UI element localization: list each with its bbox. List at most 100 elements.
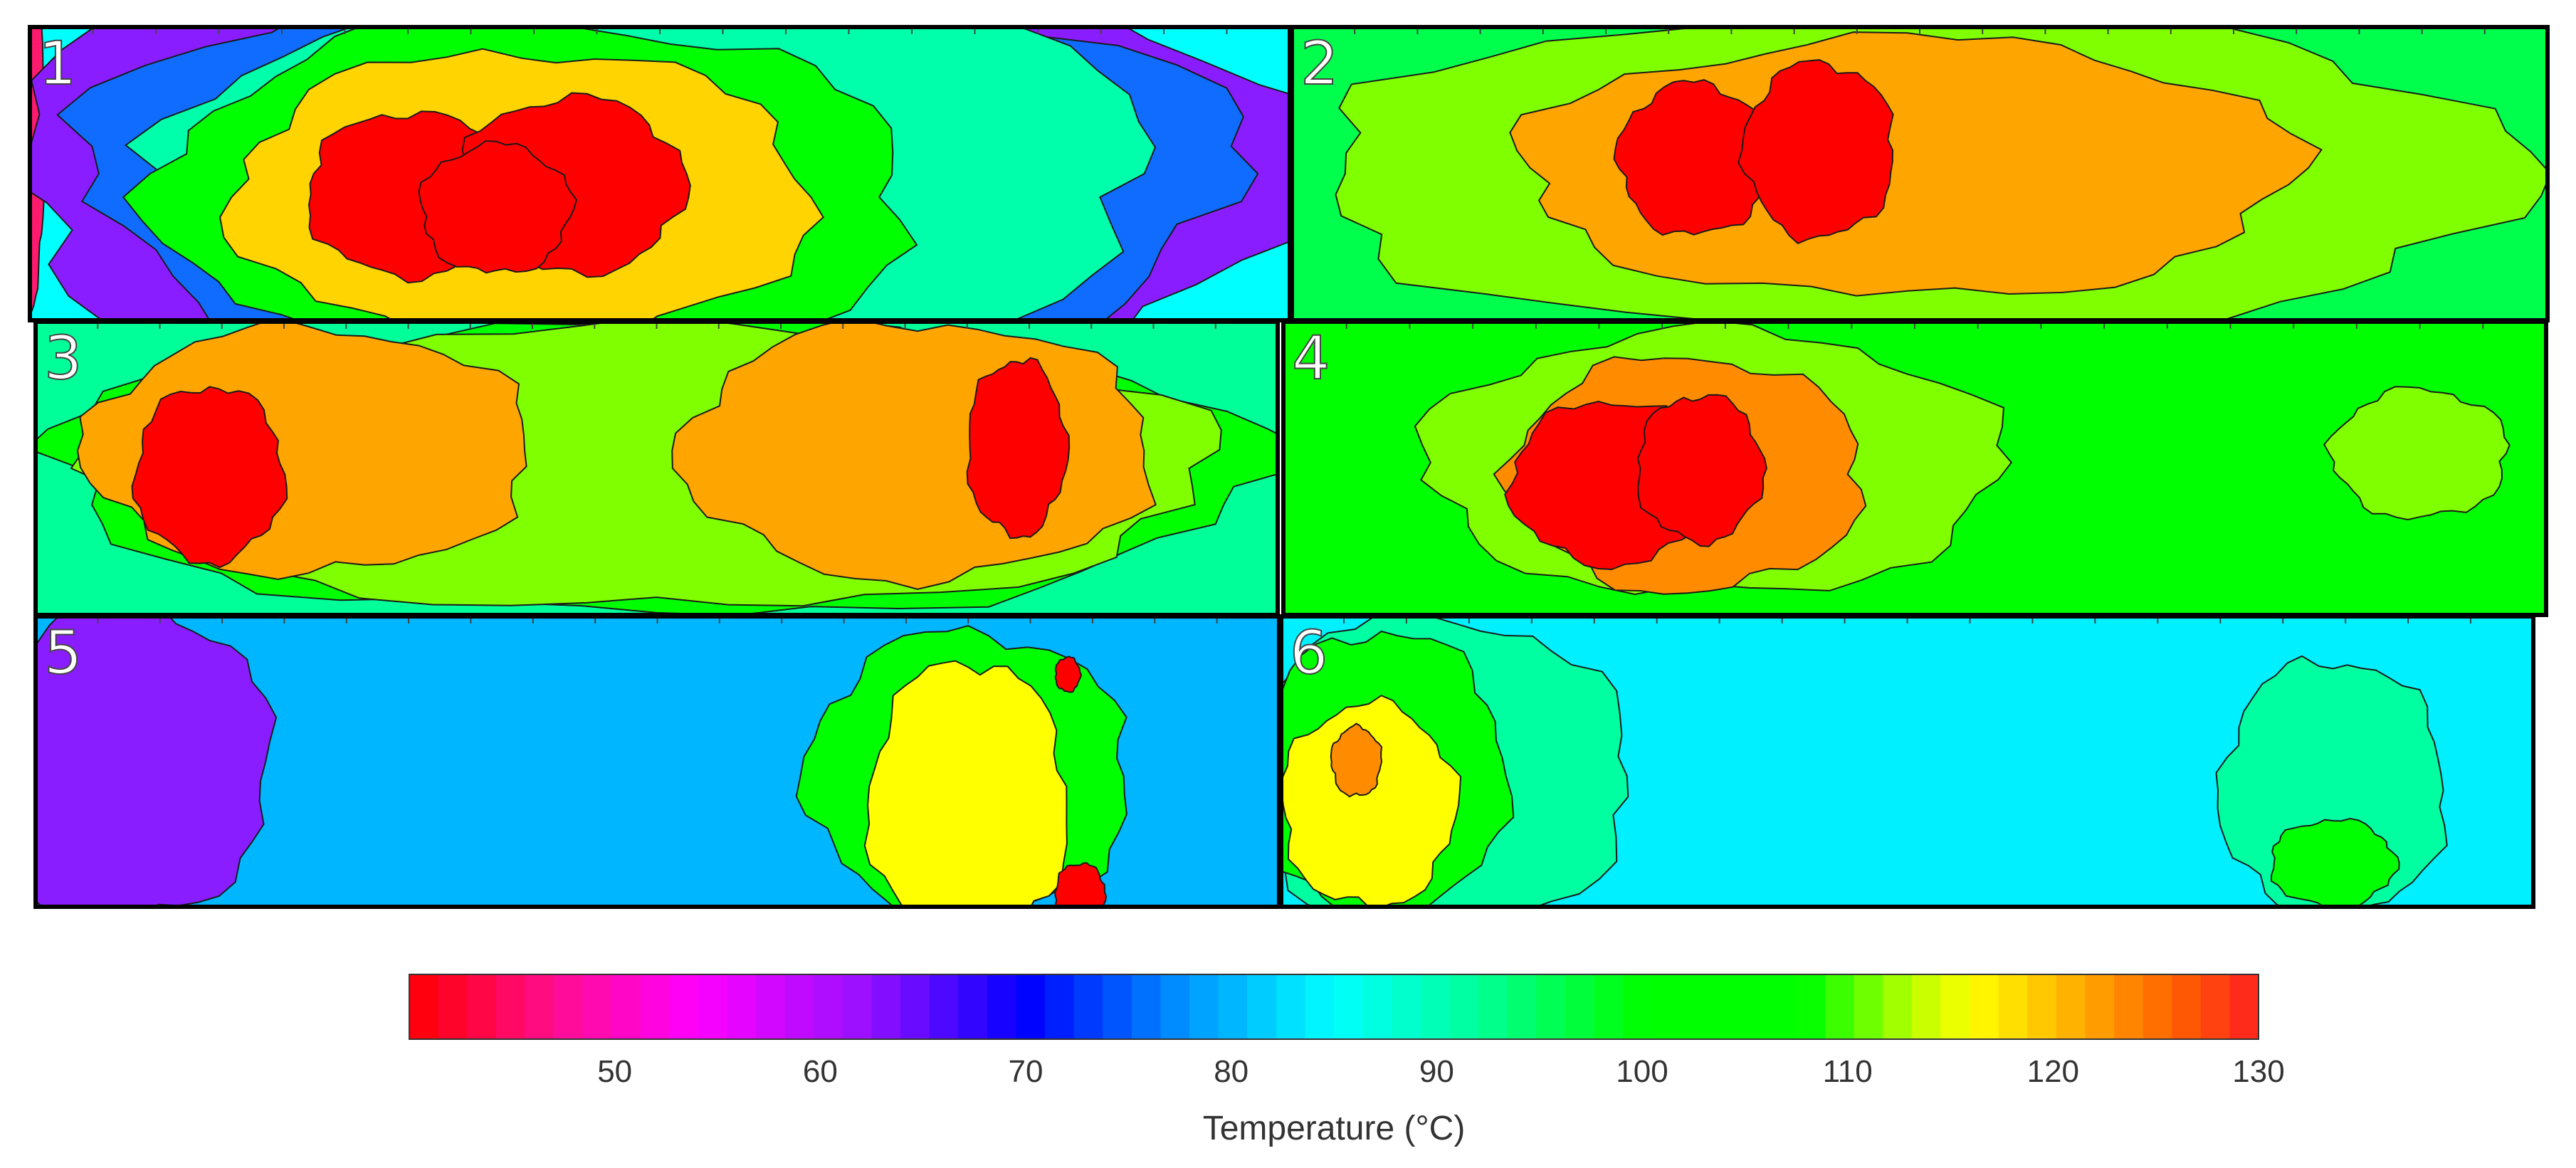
colorbar-segment bbox=[1334, 974, 1364, 1039]
colorbar-segment bbox=[2200, 974, 2231, 1039]
colorbar-segment bbox=[871, 974, 902, 1039]
colorbar-segment bbox=[958, 974, 988, 1039]
colorbar-segment bbox=[2027, 974, 2057, 1039]
colorbar-segment bbox=[727, 974, 757, 1039]
contour-region-90 bbox=[2215, 655, 2448, 907]
colorbar-segment bbox=[1362, 974, 1393, 1039]
colorbar-segment bbox=[814, 974, 843, 1039]
colorbar-segment bbox=[1651, 974, 1682, 1039]
colorbar-segment bbox=[669, 974, 699, 1039]
colorbar-segment bbox=[1854, 974, 1884, 1039]
colorbar-segment bbox=[1681, 974, 1710, 1039]
colorbar-segment bbox=[784, 974, 815, 1039]
contour-panel-1: 1 bbox=[28, 25, 1292, 322]
colorbar-tick-label: 80 bbox=[1214, 1054, 1248, 1089]
panel-label-1: 1 bbox=[38, 28, 76, 98]
contour-region-114 bbox=[863, 660, 1068, 907]
colorbar-segment bbox=[900, 974, 930, 1039]
colorbar-segment bbox=[1016, 974, 1046, 1039]
panel-frame bbox=[1279, 614, 2535, 909]
colorbar-segment bbox=[495, 974, 526, 1039]
colorbar-segment bbox=[553, 974, 584, 1039]
colorbar-tick-label: 60 bbox=[803, 1054, 838, 1089]
contour-panel-4: 4 bbox=[1281, 320, 2548, 617]
colorbar-segment bbox=[582, 974, 613, 1039]
colorbar-segment bbox=[2172, 974, 2202, 1039]
colorbar: 50 60 70 80 90 100 110 120 130 bbox=[409, 974, 2285, 1089]
colorbar-segment bbox=[1536, 974, 1566, 1039]
colorbar-segment bbox=[756, 974, 786, 1039]
colorbar-segment bbox=[409, 974, 439, 1039]
colorbar-tick-label: 130 bbox=[2232, 1054, 2284, 1089]
colorbar-frame bbox=[409, 974, 2259, 1040]
panel-grid: 1 2 3 4 5 6 bbox=[28, 25, 2550, 909]
contour-region-120 bbox=[1330, 722, 1383, 798]
colorbar-tick-label: 100 bbox=[1616, 1054, 1668, 1089]
colorbar-segment bbox=[1709, 974, 1740, 1039]
colorbar-segment bbox=[1392, 974, 1421, 1039]
colorbar-segment bbox=[2229, 974, 2259, 1039]
colorbar-segment bbox=[1160, 974, 1191, 1039]
contour-panel-2: 2 bbox=[1290, 25, 2550, 322]
colorbar-segment bbox=[1911, 974, 1942, 1039]
colorbar-segment bbox=[467, 974, 497, 1039]
panel-label-6: 6 bbox=[1290, 618, 1328, 688]
colorbar-tick-label: 50 bbox=[597, 1054, 632, 1089]
contour-region-128 bbox=[1636, 394, 1767, 547]
colorbar-label: Temperature (°C) bbox=[1203, 1110, 1466, 1147]
contour-region-108 bbox=[2323, 386, 2511, 521]
contour-region-128 bbox=[131, 386, 288, 569]
colorbar-segment bbox=[1276, 974, 1306, 1039]
panel-label-2: 2 bbox=[1300, 28, 1338, 98]
colorbar-segment bbox=[1825, 974, 1855, 1039]
contour-panel-6: 6 bbox=[1279, 614, 2535, 909]
contour-region-100 bbox=[2270, 818, 2400, 907]
colorbar-segment bbox=[1565, 974, 1595, 1039]
colorbar-segment bbox=[1738, 974, 1768, 1039]
colorbar-segment bbox=[1131, 974, 1162, 1039]
colorbar-segment bbox=[1189, 974, 1219, 1039]
contour-region-128 bbox=[1054, 656, 1082, 693]
panel-label-5: 5 bbox=[44, 618, 82, 688]
colorbar-segment bbox=[1767, 974, 1797, 1039]
colorbar-segment bbox=[2085, 974, 2115, 1039]
colorbar-segment bbox=[929, 974, 960, 1039]
colorbar-segment bbox=[1478, 974, 1508, 1039]
colorbar-segment bbox=[1622, 974, 1653, 1039]
colorbar-tick-label: 110 bbox=[1823, 1054, 1873, 1089]
colorbar-segment bbox=[2114, 974, 2144, 1039]
contour-region-128 bbox=[1613, 79, 1774, 236]
colorbar-segment bbox=[987, 974, 1017, 1039]
colorbar-segment bbox=[438, 974, 468, 1039]
colorbar-tick-label: 120 bbox=[2027, 1054, 2079, 1089]
colorbar-segment bbox=[611, 974, 641, 1039]
colorbar-segment bbox=[1940, 974, 1971, 1039]
colorbar-segment bbox=[1305, 974, 1335, 1039]
colorbar-segment bbox=[1045, 974, 1075, 1039]
contour-region-128 bbox=[966, 357, 1071, 540]
colorbar-tick-label: 70 bbox=[1009, 1054, 1043, 1089]
colorbar-segment bbox=[1449, 974, 1479, 1039]
colorbar-segment bbox=[842, 974, 873, 1039]
colorbar-segment bbox=[640, 974, 671, 1039]
colorbar-segment bbox=[2056, 974, 2086, 1039]
contour-panel-3: 3 bbox=[33, 320, 1280, 617]
contour-region-128 bbox=[418, 140, 577, 274]
colorbar-segment bbox=[2143, 974, 2173, 1039]
colorbar-segment bbox=[1247, 974, 1277, 1039]
colorbar-segment bbox=[1594, 974, 1624, 1039]
colorbar-tick-label: 90 bbox=[1419, 1054, 1454, 1089]
panel-label-4: 4 bbox=[1292, 323, 1330, 393]
colorbar-segment bbox=[1998, 974, 2029, 1039]
panel-label-3: 3 bbox=[44, 323, 82, 393]
colorbar-segment bbox=[525, 974, 554, 1039]
colorbar-segment bbox=[1218, 974, 1248, 1039]
contour-region-128 bbox=[1738, 59, 1894, 245]
contour-panel-5: 5 bbox=[33, 614, 1281, 909]
colorbar-segment bbox=[1420, 974, 1451, 1039]
colorbar-segment bbox=[1796, 974, 1826, 1039]
colorbar-segment bbox=[1970, 974, 1999, 1039]
colorbar-segment bbox=[1507, 974, 1537, 1039]
colorbar-segment bbox=[1883, 974, 1913, 1039]
